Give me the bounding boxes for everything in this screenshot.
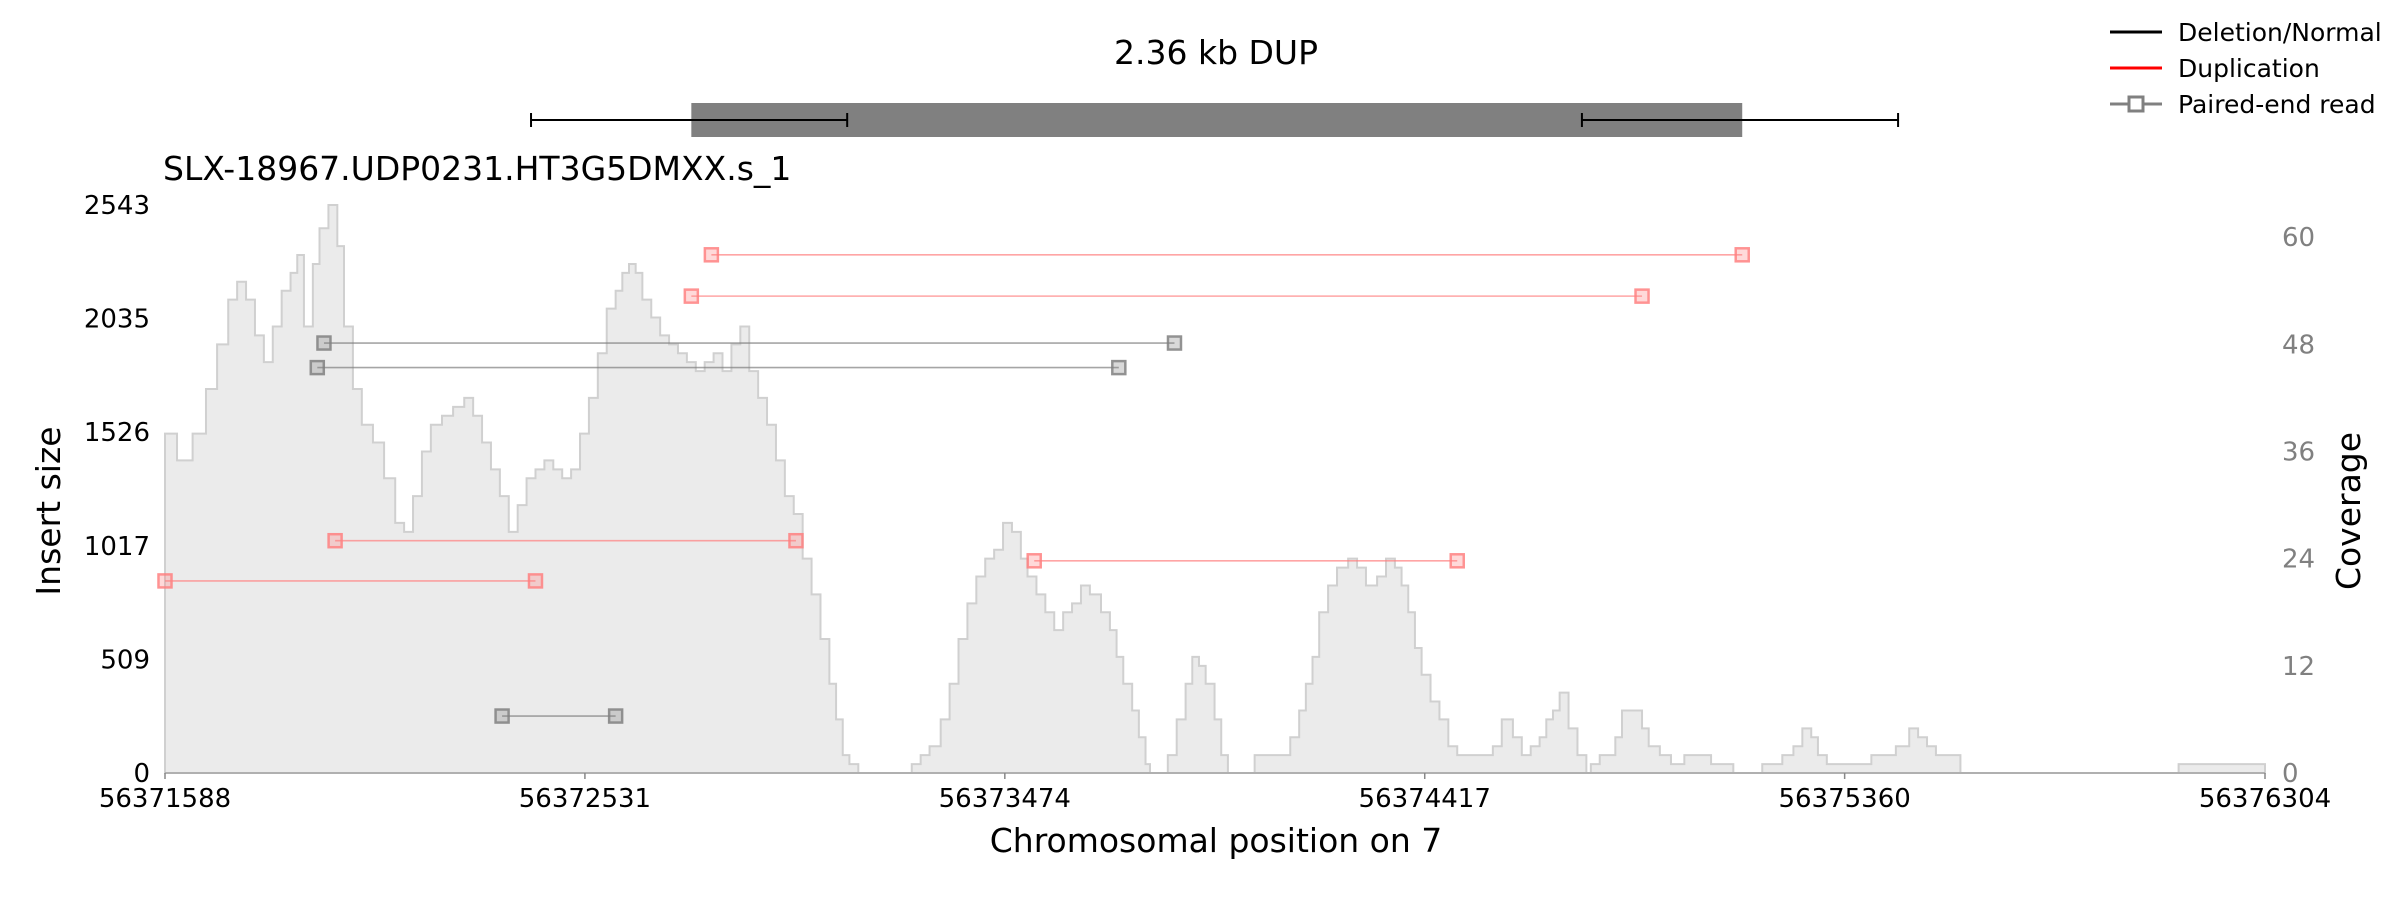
paired-read-marker [788, 532, 804, 549]
y-tick-label-right: 24 [2282, 545, 2315, 575]
y-tick-label-right: 48 [2282, 330, 2315, 360]
paired-end-reads [157, 247, 1750, 724]
paired-read-marker [157, 573, 173, 589]
sv-track [530, 103, 1900, 137]
chart-subtitle: SLX-18967.UDP0231.HT3G5DMXX.s_1 [163, 149, 791, 188]
y-axis-label-left: Insert size [29, 426, 68, 595]
paired-read-marker [1734, 247, 1750, 263]
y-tick-label-left: 1526 [84, 418, 150, 448]
y-tick-label-right: 0 [2282, 759, 2299, 789]
paired-read-marker [316, 335, 332, 351]
paired-read-marker [607, 708, 624, 724]
paired-read-marker [1634, 288, 1650, 304]
x-tick-label: 56372531 [519, 784, 651, 814]
paired-read-marker [1026, 553, 1042, 569]
legend-label: Duplication [2178, 54, 2320, 83]
legend-marker [2127, 95, 2145, 113]
y-tick-label-left: 1017 [84, 532, 150, 562]
y-tick-label-left: 2543 [84, 191, 150, 221]
coverage-track [164, 204, 2266, 774]
y-tick-label-right: 60 [2282, 223, 2315, 253]
legend: Deletion/Normal Duplication Paired-end rea… [2110, 18, 2382, 119]
x-tick-label: 56375360 [1778, 784, 1910, 814]
y-tick-label-right: 36 [2282, 437, 2315, 467]
chart-title: 2.36 kb DUP [1114, 33, 1318, 72]
sv-duplication-bar [691, 103, 1743, 137]
paired-read-marker [494, 708, 510, 724]
paired-read-marker [1449, 553, 1465, 569]
y-tick-label-right: 12 [2282, 652, 2315, 682]
x-tick-label: 56374417 [1359, 784, 1491, 814]
x-tick-label: 56376304 [2199, 784, 2331, 814]
x-axis-label: Chromosomal position on 7 [990, 821, 1443, 860]
paired-read-marker [327, 532, 343, 549]
paired-read-marker [1166, 335, 1183, 351]
y-tick-label-left: 509 [100, 645, 150, 675]
paired-read-marker [703, 247, 720, 263]
paired-read-marker [309, 359, 326, 376]
paired-read-marker [1111, 359, 1127, 376]
y-axis-label-right: Coverage [2329, 432, 2368, 590]
legend-label: Deletion/Normal [2178, 18, 2382, 47]
x-tick-label: 56373474 [939, 784, 1071, 814]
paired-read-marker [527, 573, 544, 589]
y-tick-label-left: 0 [133, 759, 150, 789]
y-tick-label-left: 2035 [84, 304, 150, 334]
x-tick-label: 56371588 [99, 784, 231, 814]
axes: 56371588 56372531 56373474 56374417 56375360… [84, 191, 2331, 814]
legend-label: Paired-end read [2178, 90, 2376, 119]
coverage-area [164, 204, 2266, 774]
paired-read-marker [683, 288, 700, 304]
